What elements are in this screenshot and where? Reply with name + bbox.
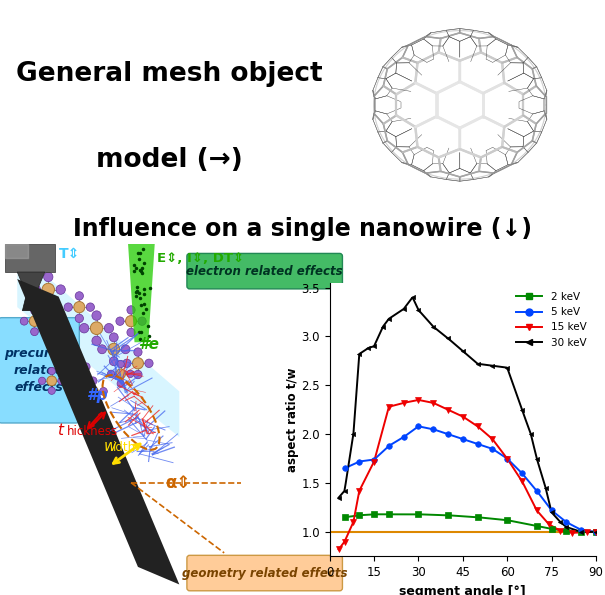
FancyBboxPatch shape: [0, 318, 79, 423]
Circle shape: [108, 370, 115, 377]
Circle shape: [104, 324, 114, 333]
Circle shape: [88, 386, 98, 397]
Circle shape: [48, 367, 55, 375]
FancyBboxPatch shape: [187, 253, 342, 289]
Circle shape: [44, 298, 53, 307]
Circle shape: [127, 328, 135, 337]
Circle shape: [57, 377, 65, 384]
Circle shape: [69, 342, 77, 350]
Circle shape: [62, 363, 70, 371]
Circle shape: [110, 333, 118, 342]
Circle shape: [134, 348, 142, 356]
Circle shape: [110, 357, 118, 366]
Text: electron related effects: electron related effects: [186, 265, 343, 278]
Circle shape: [47, 342, 55, 350]
Circle shape: [117, 361, 124, 368]
Circle shape: [41, 317, 49, 325]
Circle shape: [100, 387, 107, 395]
Text: hickness: hickness: [67, 425, 119, 439]
Circle shape: [72, 374, 80, 381]
Polygon shape: [17, 272, 45, 296]
Circle shape: [48, 387, 55, 394]
Circle shape: [123, 359, 131, 368]
Circle shape: [31, 306, 38, 315]
FancyBboxPatch shape: [187, 555, 342, 591]
Polygon shape: [17, 279, 179, 584]
Circle shape: [116, 317, 124, 325]
Circle shape: [116, 369, 125, 379]
Circle shape: [92, 311, 101, 320]
Polygon shape: [128, 237, 155, 342]
Text: $w$: $w$: [103, 439, 118, 454]
Legend: 2 keV, 5 keV, 15 keV, 30 keV: 2 keV, 5 keV, 15 keV, 30 keV: [512, 288, 590, 352]
Circle shape: [56, 285, 65, 295]
Text: geometry related effects: geometry related effects: [182, 566, 347, 580]
Text: T⇕: T⇕: [59, 247, 80, 261]
Polygon shape: [5, 244, 55, 272]
Circle shape: [86, 303, 94, 311]
X-axis label: segment angle [°]: segment angle [°]: [399, 585, 526, 595]
Circle shape: [126, 370, 134, 377]
Circle shape: [47, 376, 56, 386]
Circle shape: [92, 336, 101, 346]
Circle shape: [117, 380, 124, 387]
Circle shape: [90, 322, 103, 334]
Polygon shape: [17, 251, 179, 437]
Circle shape: [31, 328, 38, 336]
Text: idth: idth: [113, 441, 136, 454]
Circle shape: [89, 398, 97, 406]
Circle shape: [58, 330, 66, 339]
Text: precursor
related
effects: precursor related effects: [4, 347, 73, 394]
Circle shape: [64, 303, 73, 311]
Text: E⇕, I⇕, DT⇕: E⇕, I⇕, DT⇕: [157, 252, 244, 265]
Circle shape: [89, 377, 97, 385]
Circle shape: [20, 317, 28, 325]
Text: α⇕: α⇕: [166, 474, 191, 492]
Circle shape: [72, 352, 80, 360]
Circle shape: [29, 316, 40, 327]
Circle shape: [74, 302, 85, 313]
Text: 200 nm: 200 nm: [358, 178, 401, 189]
Circle shape: [145, 359, 153, 368]
Circle shape: [127, 306, 135, 314]
Text: 50 nm: 50 nm: [10, 518, 56, 531]
Polygon shape: [22, 296, 40, 311]
Circle shape: [108, 343, 120, 355]
Circle shape: [44, 272, 53, 281]
Y-axis label: aspect ratio t/w: aspect ratio t/w: [286, 367, 299, 472]
Text: a): a): [353, 23, 369, 37]
Text: $t$: $t$: [57, 422, 65, 439]
Circle shape: [125, 315, 137, 327]
Circle shape: [132, 358, 143, 369]
Text: #p: #p: [87, 388, 108, 403]
Circle shape: [71, 362, 81, 372]
Circle shape: [138, 317, 146, 325]
Circle shape: [121, 345, 130, 354]
Circle shape: [75, 292, 83, 300]
Circle shape: [97, 345, 106, 354]
Circle shape: [75, 314, 83, 322]
Text: General mesh object: General mesh object: [16, 61, 322, 87]
Circle shape: [56, 340, 68, 352]
Circle shape: [79, 387, 87, 395]
Circle shape: [39, 377, 46, 384]
Circle shape: [42, 283, 54, 296]
Circle shape: [58, 353, 66, 361]
Circle shape: [79, 324, 89, 333]
Text: Influence on a single nanowire (↓): Influence on a single nanowire (↓): [73, 217, 532, 241]
Text: #e: #e: [138, 337, 159, 352]
Circle shape: [134, 370, 142, 379]
Text: model (→): model (→): [96, 147, 243, 173]
Circle shape: [31, 285, 41, 295]
Circle shape: [82, 363, 90, 371]
